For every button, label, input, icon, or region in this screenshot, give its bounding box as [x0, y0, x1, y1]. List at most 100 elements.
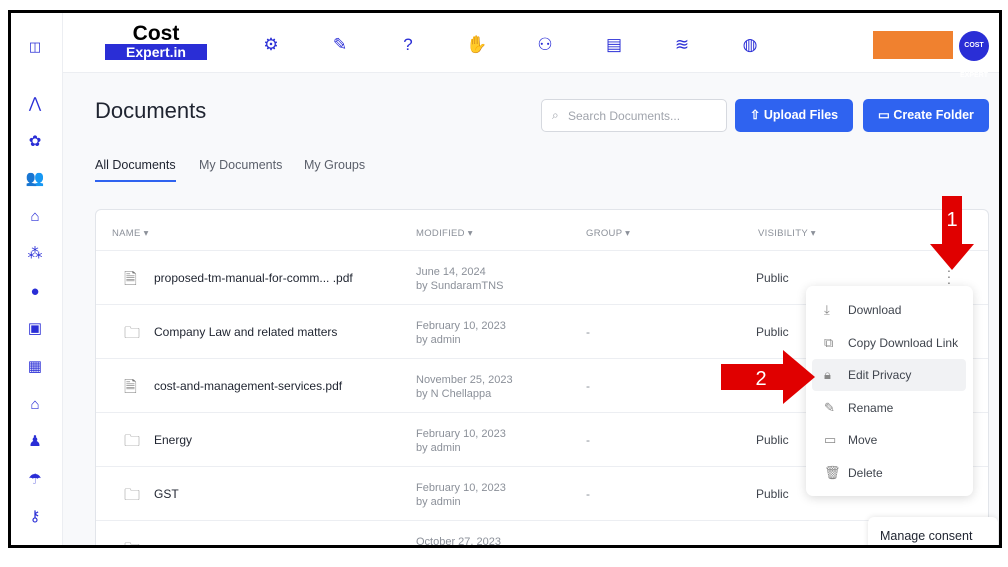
calendar-icon[interactable]: ▦ — [27, 358, 43, 375]
file-name[interactable]: Company Law and related matters — [154, 325, 338, 339]
modified-by: by N Chellappa — [416, 388, 492, 400]
modified-by: by admin — [416, 442, 461, 454]
header-visibility[interactable]: VISIBILITY ▾ — [758, 228, 816, 239]
menu-item-edit-privacy[interactable]: 🔒︎ Edit Privacy — [812, 359, 966, 391]
raised-hands-icon[interactable]: ✋ — [466, 35, 488, 54]
modified-by: by admin — [416, 496, 461, 508]
group-cell: - — [586, 433, 590, 447]
group-cell: - — [586, 487, 590, 501]
house-icon[interactable]: ⌂ — [30, 396, 40, 413]
globe-icon[interactable]: ◍ — [742, 35, 758, 54]
header-group[interactable]: GROUP ▾ — [586, 228, 631, 239]
writing-icon[interactable]: ✎ — [332, 35, 348, 54]
menu-item-label: Download — [848, 303, 902, 317]
books-icon[interactable]: ≋ — [674, 35, 690, 54]
modified-date: October 27, 2023 — [416, 536, 502, 548]
tab-my-groups[interactable]: My Groups — [304, 158, 366, 172]
modified-by: by SundaramTNS — [416, 280, 504, 292]
key-icon[interactable]: ⚷ — [29, 508, 41, 525]
table-row[interactable]: 🗎 proposed-tm-manual-for-comm... .pdf Ju… — [96, 250, 988, 304]
folder-icon: 🗀 — [124, 538, 142, 545]
chat-icon[interactable]: ● — [30, 283, 40, 300]
header-name[interactable]: NAME ▾ — [112, 228, 149, 239]
context-menu: ⤓ Download ⧉ Copy Download Link 🔒︎ Edit Priva… — [806, 286, 973, 496]
annotation-arrow-1: 1 — [930, 196, 974, 270]
yoga-icon[interactable]: ⋀ — [28, 95, 42, 112]
copy-icon: ⧉ — [824, 334, 834, 350]
menu-item-label: Edit Privacy — [848, 368, 912, 382]
more-options-icon[interactable]: · · · — [946, 262, 952, 290]
table-row[interactable]: 🗎 cost-and-management-services.pdf Novem… — [96, 358, 988, 412]
manage-consent-button[interactable]: Manage consent — [868, 517, 998, 545]
modified-date: November 25, 2023 — [416, 374, 513, 386]
logo[interactable]: Cost Expert.in — [105, 23, 207, 60]
logo-text: Cost — [132, 22, 180, 45]
file-name[interactable]: cost-and-management-services.pdf — [154, 379, 343, 393]
search-input[interactable]: ⌕ Search Documents... — [541, 99, 727, 132]
users-icon[interactable]: 👥 — [25, 170, 45, 187]
visibility-cell: Public — [756, 271, 789, 285]
table-row[interactable]: 🗀 October 27, 2023 — [96, 520, 988, 548]
idea-question-icon[interactable]: ? — [403, 35, 413, 54]
modified-date: February 10, 2023 — [416, 428, 506, 440]
file-name[interactable]: GST — [154, 487, 179, 501]
table-row[interactable]: 🗀 Company Law and related matters Februa… — [96, 304, 988, 358]
upload-files-button[interactable]: ⇧ Upload Files — [735, 99, 853, 132]
table-row[interactable]: 🗀 Energy February 10, 2023 by admin - Pub… — [96, 412, 988, 466]
sidebar: ◫ ⋀ ✿ 👥 ⌂ ⁂ ● ▣ ▦ ⌂ ♟ ☂ ⚷ — [11, 13, 63, 545]
modified-date: February 10, 2023 — [416, 320, 506, 332]
page-title: Documents — [95, 98, 207, 123]
modified-info: November 25, 2023 by N Chellappa — [416, 373, 513, 401]
folder-icon: 🗀 — [124, 433, 141, 450]
modified-info: October 27, 2023 — [416, 535, 502, 548]
presentation-icon[interactable]: ▤ — [605, 35, 623, 54]
brain-gear-icon[interactable]: ⚙ — [263, 35, 279, 54]
sidebar-toggle-icon[interactable]: ◫ — [28, 39, 42, 54]
table-row[interactable]: 🗀 GST February 10, 2023 by admin - Public — [96, 466, 988, 520]
home-icon[interactable]: ⌂ — [30, 208, 40, 225]
group-cell: - — [586, 379, 590, 393]
folder-plus-icon: ▭ — [878, 108, 894, 122]
briefcase-icon[interactable]: ▣ — [27, 320, 43, 337]
folder-icon: 🗀 — [124, 487, 141, 504]
handshake-icon[interactable]: ⚇ — [537, 35, 553, 54]
create-folder-button[interactable]: ▭ Create Folder — [863, 99, 989, 132]
user-name-redacted — [873, 31, 953, 59]
folder-icon: 🗀 — [124, 325, 141, 342]
tab-all-documents[interactable]: All Documents — [95, 158, 176, 182]
lock-icon: 🔒︎ — [824, 367, 831, 382]
menu-item-download[interactable]: ⤓ Download — [812, 294, 966, 326]
menu-item-label: Copy Download Link — [848, 335, 959, 350]
menu-item-delete[interactable]: 🗑︎ Delete — [812, 457, 966, 489]
modified-by: by admin — [416, 334, 461, 346]
menu-item-label: Rename — [848, 400, 894, 415]
network-icon[interactable]: ✿ — [28, 133, 42, 150]
search-icon: ⌕ — [552, 108, 559, 122]
menu-item-move[interactable]: ▭ Move — [812, 424, 966, 456]
download-icon: ⤓ — [824, 302, 830, 317]
step-2-label: 2 — [755, 368, 766, 390]
header-modified[interactable]: MODIFIED ▾ — [416, 228, 473, 239]
modified-info: June 14, 2024 by SundaramTNS — [416, 265, 503, 293]
trash-icon: 🗑︎ — [824, 464, 841, 480]
search-placeholder: Search Documents... — [568, 109, 681, 123]
upload-label: Upload Files — [763, 108, 839, 122]
annotation-arrow-2: 2 — [721, 350, 815, 404]
pdf-file-icon: 🗎 — [124, 271, 137, 288]
modified-date: February 10, 2023 — [416, 482, 506, 494]
file-name[interactable]: Energy — [154, 433, 193, 447]
tab-my-documents[interactable]: My Documents — [199, 158, 283, 172]
umbrella-icon[interactable]: ☂ — [28, 471, 42, 488]
top-header: Cost Expert.in ⚙ ✎ ? ✋ ⚇ ▤ ≋ ◍ COST EXPE… — [63, 13, 999, 79]
person-icon[interactable]: ♟ — [28, 433, 42, 450]
visibility-cell: Public — [756, 433, 789, 447]
group-icon[interactable]: ⁂ — [27, 245, 43, 262]
menu-item-copy-download-link[interactable]: ⧉ Copy Download Link — [812, 327, 966, 359]
file-name[interactable]: proposed-tm-manual-for-comm... .pdf — [154, 271, 353, 285]
menu-item-rename[interactable]: ✎ Rename — [812, 392, 966, 424]
logo-subtext: Expert.in — [105, 44, 207, 60]
modified-info: February 10, 2023 by admin — [416, 319, 506, 347]
menu-item-label: Move — [848, 433, 878, 447]
avatar[interactable]: COST EXPERT — [959, 31, 989, 79]
upload-icon: ⇧ — [749, 108, 764, 122]
